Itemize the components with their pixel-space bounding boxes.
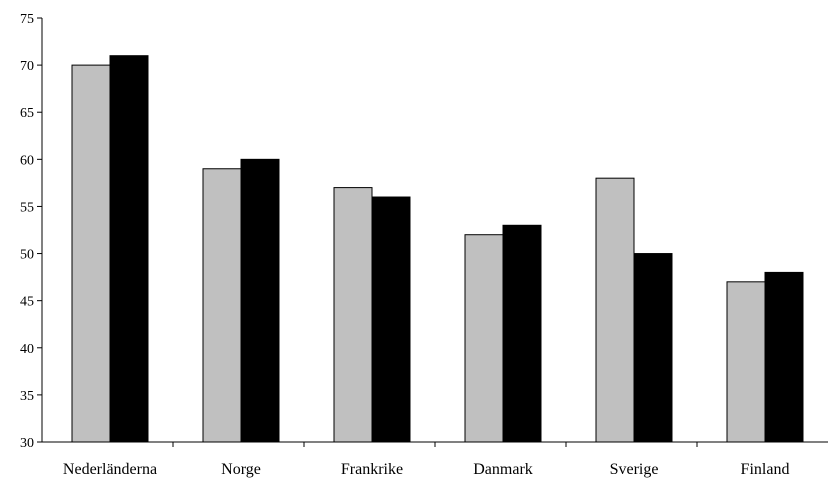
bar-norge-series-1: [202, 168, 242, 443]
x-category-label-frankrike: Frankrike: [341, 461, 403, 478]
bar-danmark-series-2: [502, 224, 542, 443]
y-axis: 30 35 40 45 50 55 60 65 70 75: [20, 12, 43, 451]
x-category-label-danmark: Danmark: [473, 461, 533, 478]
bar-nederländerna-series-1: [71, 64, 111, 443]
x-category-label-sverige: Sverige: [610, 461, 659, 478]
bar-norge-series-2: [240, 158, 280, 443]
bars-group: [71, 55, 804, 443]
y-tick-label-60: 60: [20, 153, 34, 168]
x-category-label-finland: Finland: [741, 461, 790, 478]
y-tick-label-70: 70: [20, 59, 34, 74]
y-tick-label-55: 55: [20, 200, 34, 215]
y-tick-label-75: 75: [20, 12, 34, 27]
y-tick-label-40: 40: [20, 342, 34, 357]
bar-sverige-series-2: [633, 253, 673, 443]
y-tick-label-50: 50: [20, 248, 34, 263]
bar-finland-series-1: [726, 281, 766, 443]
y-tick-label-65: 65: [20, 106, 34, 121]
x-category-label-nederländerna: Nederländerna: [63, 461, 157, 478]
y-tick-label-45: 45: [20, 295, 34, 310]
bar-frankrike-series-2: [371, 196, 411, 443]
bar-sverige-series-1: [595, 177, 635, 443]
x-axis: Nederländerna Norge Frankrike Danmark Sverig…: [42, 441, 828, 478]
y-tick-label-35: 35: [20, 389, 34, 404]
bar-danmark-series-1: [464, 234, 504, 443]
bar-finland-series-2: [764, 271, 804, 443]
y-tick-label-30: 30: [20, 436, 34, 451]
bar-frankrike-series-1: [333, 187, 373, 443]
x-category-label-norge: Norge: [221, 461, 261, 478]
bar-nederländerna-series-2: [109, 55, 149, 443]
